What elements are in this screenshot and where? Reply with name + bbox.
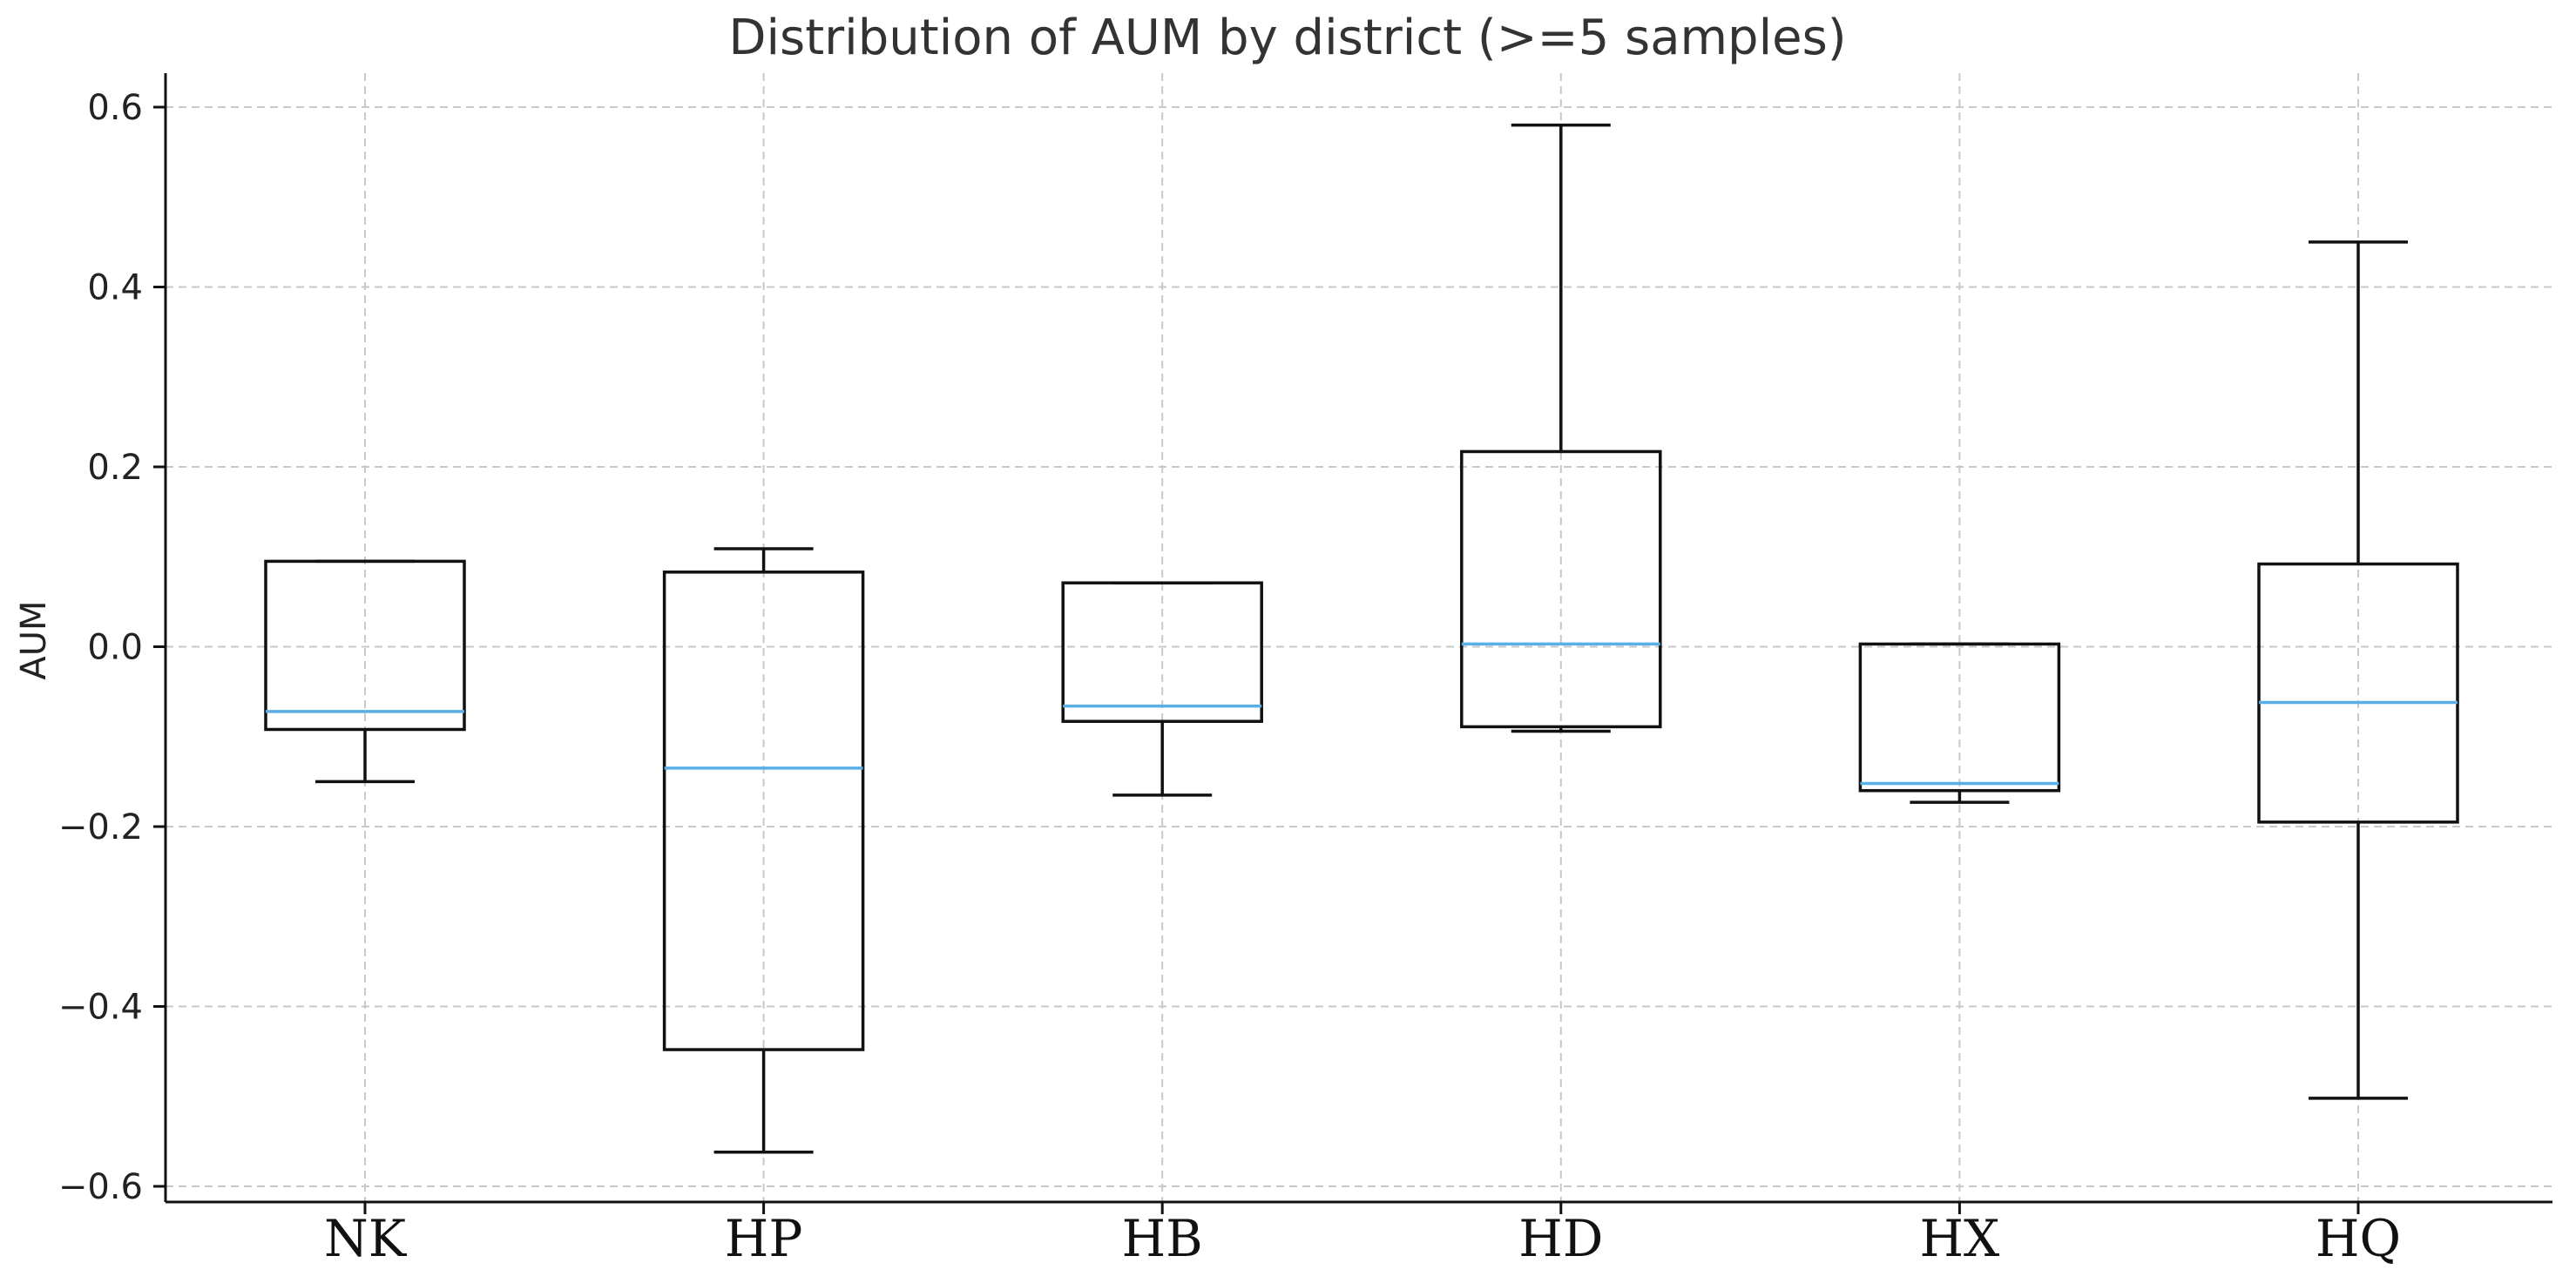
grid-layer bbox=[166, 73, 2552, 1202]
x-tick-label: HQ bbox=[2316, 1209, 2401, 1268]
box-iqr bbox=[662, 571, 865, 1051]
y-tick-label: −0.2 bbox=[58, 807, 143, 847]
x-ticks-layer: NK HP HB HD HX HQ bbox=[324, 1202, 2401, 1268]
x-tick-label: NK bbox=[324, 1209, 408, 1268]
y-tick-label: −0.6 bbox=[58, 1167, 143, 1207]
box-group-hb bbox=[1061, 581, 1263, 797]
x-tick-label: HP bbox=[725, 1209, 803, 1268]
axes-layer bbox=[164, 73, 2552, 1204]
y-ticks-layer: −0.6 −0.4 −0.2 0.0 0.2 0.4 0.6 bbox=[58, 88, 166, 1207]
y-tick-label: 0.0 bbox=[87, 628, 143, 668]
y-tick-label: −0.4 bbox=[58, 988, 143, 1028]
y-tick-label: 0.6 bbox=[87, 88, 143, 128]
y-tick-label: 0.4 bbox=[87, 268, 143, 308]
box-iqr bbox=[1061, 581, 1263, 723]
box-group-hx bbox=[1858, 642, 2061, 804]
x-tick-label: HB bbox=[1122, 1209, 1203, 1268]
y-axis-label: AUM bbox=[14, 600, 54, 679]
box-group-hp bbox=[662, 547, 865, 1154]
x-tick-label: HD bbox=[1518, 1209, 1603, 1268]
x-tick-label: HX bbox=[1919, 1209, 2000, 1268]
box-iqr bbox=[2257, 562, 2459, 824]
box-group-nk bbox=[264, 559, 466, 784]
box-group-hd bbox=[1460, 123, 1662, 733]
boxes-layer bbox=[264, 123, 2459, 1154]
box-iqr bbox=[1858, 642, 2061, 793]
y-tick-label: 0.2 bbox=[87, 448, 143, 488]
chart-title: Distribution of AUM by district (>=5 sam… bbox=[728, 10, 1846, 66]
box-iqr bbox=[264, 559, 466, 732]
box-iqr bbox=[1460, 449, 1662, 729]
box-group-hq bbox=[2257, 240, 2459, 1100]
